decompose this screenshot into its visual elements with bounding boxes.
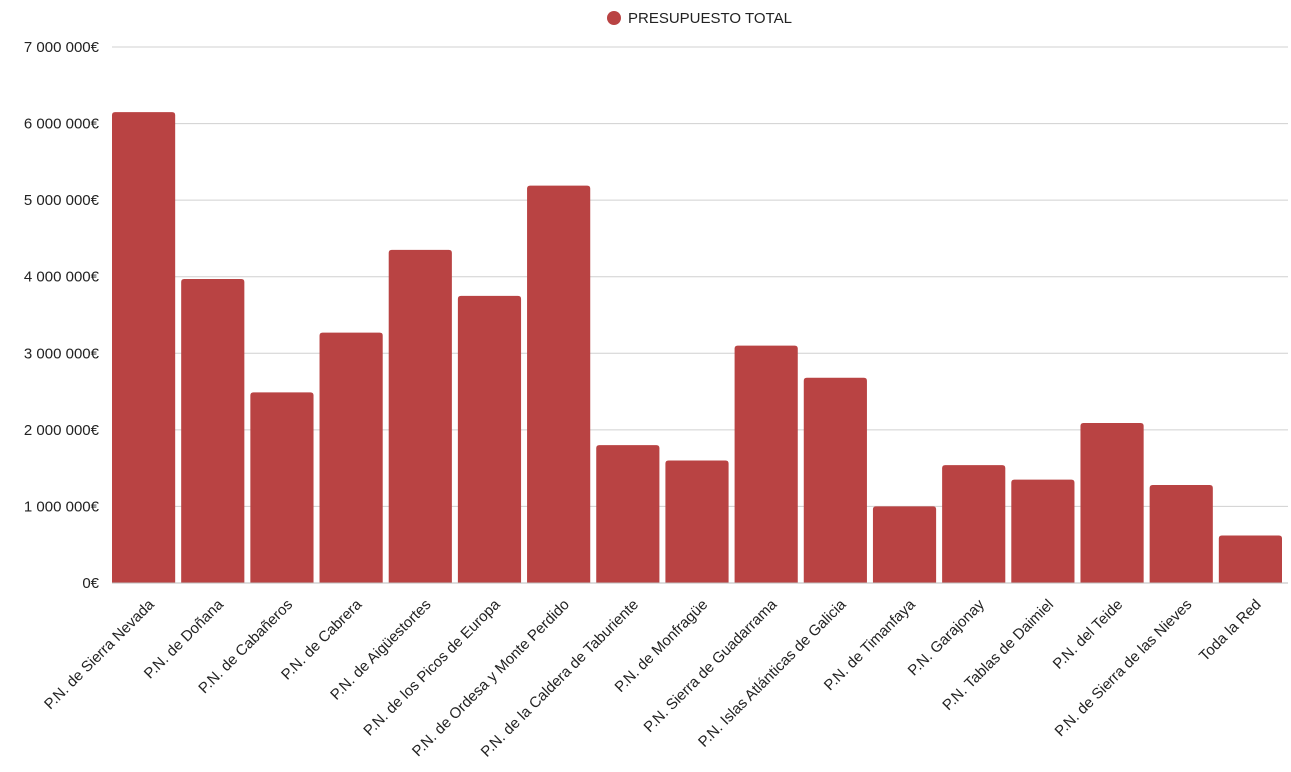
x-category-label: P.N. de los Picos de Europa <box>360 596 504 740</box>
bar <box>1218 535 1282 583</box>
bar <box>1011 479 1075 583</box>
bar <box>872 506 937 583</box>
y-tick-label: 5 000 000€ <box>24 192 100 209</box>
x-category-label: P.N. de Sierra de las Nieves <box>1052 596 1196 740</box>
bar <box>181 279 245 583</box>
x-category-label: P.N. Islas Atlánticas de Galicia <box>695 596 850 751</box>
y-tick-label: 3 000 000€ <box>24 345 100 362</box>
x-category-label: Toda la Red <box>1196 596 1265 665</box>
y-tick-label: 0€ <box>82 575 99 592</box>
bar <box>942 465 1006 583</box>
bar <box>388 249 452 583</box>
legend: PRESUPUESTO TOTAL <box>607 10 792 27</box>
bar <box>457 295 522 583</box>
bar <box>527 185 591 583</box>
bar <box>250 392 314 583</box>
y-tick-label: 1 000 000€ <box>24 498 100 515</box>
y-tick-label: 7 000 000€ <box>24 39 100 56</box>
x-category-label: P.N. del Teide <box>1050 596 1127 673</box>
bar <box>665 460 729 583</box>
y-axis-tick-labels: 0€ 1 000 000€ 2 000 000€ 3 000 000€ 4 000 00… <box>24 39 100 592</box>
bar <box>319 332 383 583</box>
bar <box>734 345 798 583</box>
y-tick-label: 4 000 000€ <box>24 269 100 286</box>
bar <box>596 445 660 583</box>
legend-marker <box>607 11 621 25</box>
legend-label: PRESUPUESTO TOTAL <box>628 10 792 27</box>
bar <box>1080 422 1144 583</box>
bar <box>803 377 867 583</box>
y-tick-label: 2 000 000€ <box>24 422 100 439</box>
bars <box>112 112 1282 583</box>
x-category-label: P.N. de Sierra Nevada <box>41 596 158 713</box>
bar <box>112 112 176 583</box>
x-category-label: P.N. Sierra de Guadarrama <box>641 596 781 736</box>
y-tick-label: 6 000 000€ <box>24 116 100 133</box>
bar <box>1149 484 1213 583</box>
